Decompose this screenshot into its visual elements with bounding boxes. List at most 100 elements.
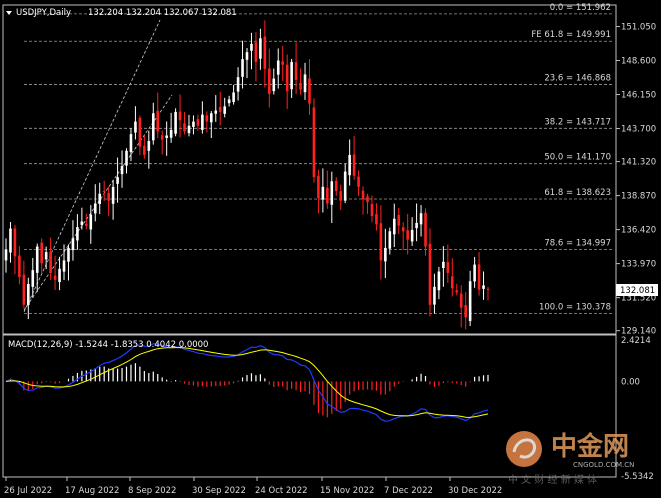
candle-body [294, 62, 298, 80]
date-tick-label: 24 Oct 2022 [255, 486, 308, 496]
candle-body [263, 36, 267, 69]
candle-body [388, 231, 392, 249]
candle-body [375, 214, 378, 225]
candle-body [232, 92, 235, 103]
candle-body [129, 134, 133, 152]
candle-body [254, 42, 258, 62]
candle-body [4, 249, 8, 261]
candle-body [384, 247, 387, 262]
date-tick-label: 17 Aug 2022 [65, 486, 119, 496]
candle-body [160, 135, 164, 140]
candle-body [85, 223, 88, 226]
date-tick-label: 26 Jul 2022 [4, 486, 52, 496]
candle-body [312, 107, 316, 178]
ohlc-readout: 132.204 132.204 132.067 132.081 [88, 8, 237, 18]
candle-body [334, 180, 338, 192]
macd-indicator [5, 343, 489, 422]
candle-body [187, 125, 191, 134]
candle-body [147, 141, 151, 151]
candle-body [209, 113, 213, 123]
candle-body [477, 264, 481, 290]
candle-body [410, 229, 414, 242]
date-tick-label: 15 Nov 2022 [320, 486, 374, 496]
candle-body [299, 82, 302, 90]
candle-body [98, 193, 102, 205]
watermark: 中金网 CNGOLD.COM.CN 中 文 财 经 新 媒 体 [506, 431, 634, 486]
fib-level-label: 23.6 = 146.868 [544, 74, 611, 84]
candle-body [218, 106, 222, 112]
candle-body [473, 264, 476, 282]
fib-level-label: FE 61.8 = 149.991 [531, 30, 611, 40]
candle-body [196, 119, 200, 126]
candle-body [71, 238, 75, 251]
fib-level-label: 50.0 = 141.170 [544, 153, 611, 163]
date-tick-label: 30 Sep 2022 [192, 486, 246, 496]
price-tick-label: 136.420 [621, 226, 656, 236]
candle-body [366, 196, 369, 203]
candle-body [9, 228, 12, 253]
macd-line [5, 343, 489, 422]
price-axis: 151.050 148.600 146.150 143.700 141.320 138.8… [616, 23, 656, 337]
price-tick-label: 133.970 [621, 260, 656, 270]
macd-panel-frame [2, 334, 617, 478]
candle-body [450, 276, 454, 289]
candle-body [370, 203, 374, 217]
candle-body [93, 203, 97, 214]
candle-body [308, 78, 311, 104]
macd-tick-label: 2.4214 [621, 336, 651, 346]
fib-level-label: 100.0 = 130.378 [539, 302, 611, 312]
macd-axis: 2.4214 0.00 -5.5342 [621, 336, 654, 482]
fib-trend-line [23, 19, 161, 313]
candle-body [102, 190, 106, 192]
symbol-dropdown-icon[interactable] [6, 11, 12, 15]
candle-body [156, 110, 160, 132]
candle-body [27, 284, 30, 305]
candle-body [67, 247, 70, 262]
candle-body [35, 246, 39, 273]
candle-body [241, 59, 244, 77]
candle-body [125, 150, 128, 166]
candle-body [482, 285, 485, 289]
candle-body [343, 171, 347, 201]
candle-body [357, 176, 360, 187]
candle-body [415, 222, 418, 229]
main-chart-frame [2, 4, 617, 335]
candles [4, 20, 490, 330]
candle-body [205, 115, 209, 122]
date-tick-label: 8 Sep 2022 [128, 486, 176, 496]
candle-body [178, 111, 182, 121]
candle-body [339, 191, 343, 201]
macd-signal-line [5, 346, 489, 418]
candle-body [397, 214, 401, 226]
macd-tick-label: 0.00 [621, 377, 640, 387]
candle-body [134, 121, 137, 133]
candle-body [455, 290, 459, 293]
candle-body [214, 110, 218, 114]
candle-body [245, 52, 249, 60]
watermark-logo-icon [506, 431, 542, 467]
fib-levels: 0.0 = 151.962 FE 61.8 = 149.991 23.6 = 146… [24, 3, 614, 314]
candle-body [428, 243, 432, 305]
candle-body [201, 114, 204, 130]
candle-body [120, 166, 124, 175]
candle-body [348, 154, 351, 176]
price-tick-label: 138.870 [621, 192, 656, 202]
candle-body [401, 227, 405, 232]
candle-body [31, 270, 35, 287]
candle-body [58, 268, 61, 283]
price-tick-label: 131.520 [621, 294, 656, 304]
candle-body [18, 255, 21, 278]
candle-body [290, 61, 293, 90]
candle-body [446, 262, 450, 273]
fib-level-label: 0.0 = 151.962 [550, 3, 611, 13]
candle-body [379, 223, 383, 261]
candle-body [169, 129, 173, 138]
candle-body [107, 192, 110, 201]
candle-body [80, 221, 84, 225]
candle-body [227, 99, 231, 104]
watermark-logo-swirl [512, 438, 537, 459]
macd-title: MACD(12,26,9) -1.5244 -1.8353 0.4042 0.0… [8, 340, 208, 350]
candle-body [22, 274, 26, 305]
candle-body [361, 190, 365, 200]
fib-level-label: 78.6 = 134.997 [544, 238, 611, 248]
